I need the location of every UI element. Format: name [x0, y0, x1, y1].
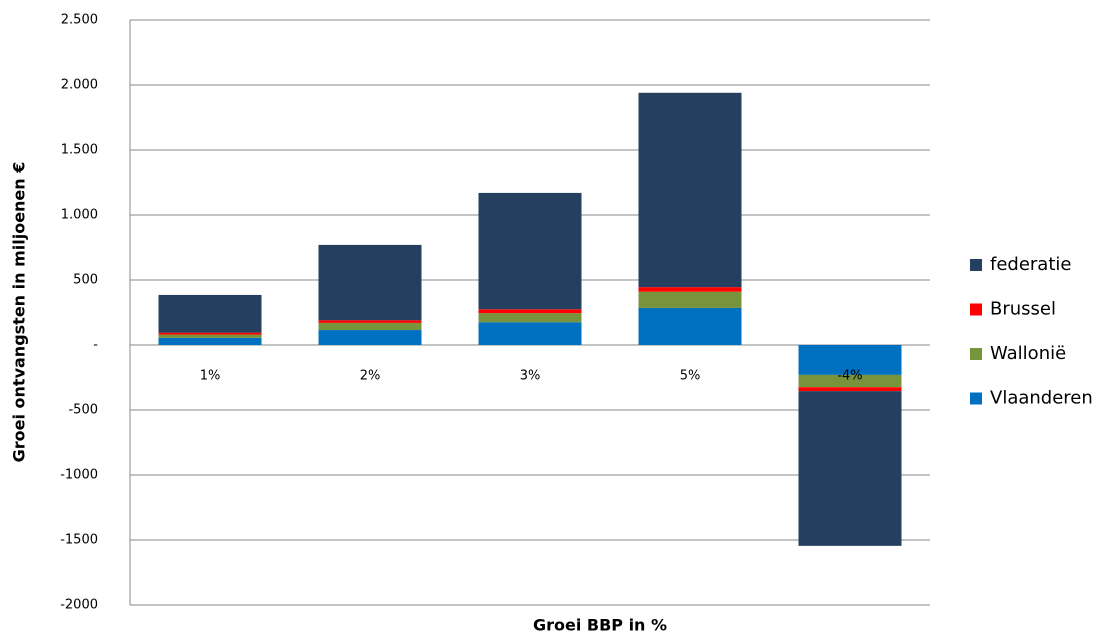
- x-axis-title: Groei BBP in %: [533, 616, 667, 635]
- bar-segment: [158, 332, 262, 335]
- y-tick-label: 2.000: [61, 78, 98, 93]
- bar-segment: [478, 192, 582, 310]
- y-tick-label: 1.000: [61, 208, 98, 223]
- legend-label: Wallonië: [990, 343, 1066, 364]
- y-tick-label: -2000: [60, 598, 98, 613]
- bar-segment: [638, 291, 742, 308]
- bar-segment: [478, 309, 582, 314]
- x-tick-label: -4%: [837, 369, 862, 384]
- x-tick-label: 2%: [360, 369, 381, 384]
- y-tick-label: -1000: [60, 468, 98, 483]
- bar-segment: [798, 345, 902, 375]
- legend-swatch: [970, 303, 982, 316]
- legend-label: Vlaanderen: [990, 388, 1093, 409]
- legend-swatch: [970, 348, 982, 360]
- bar-segment: [318, 244, 422, 321]
- legend-label: Brussel: [990, 299, 1056, 320]
- y-tick-label: -1500: [60, 533, 98, 548]
- bar-segment: [478, 322, 582, 345]
- bar-segment: [318, 330, 422, 345]
- legend-swatch: [970, 259, 982, 271]
- bar-segment: [798, 391, 902, 546]
- y-tick-label: -500: [68, 403, 98, 418]
- bar-segment: [798, 374, 902, 388]
- x-tick-label: 1%: [200, 369, 221, 384]
- legend-swatch: [970, 392, 982, 405]
- y-tick-label: 500: [73, 273, 98, 288]
- x-tick-label: 5%: [680, 369, 701, 384]
- bar-segment: [158, 337, 262, 345]
- bar-segment: [638, 307, 742, 345]
- y-tick-label: 2.500: [61, 13, 98, 28]
- bar-segment: [318, 320, 422, 323]
- bar-segment: [318, 322, 422, 331]
- y-tick-label: -: [93, 338, 98, 353]
- bar-segment: [158, 334, 262, 338]
- x-tick-label: 3%: [520, 369, 541, 384]
- y-tick-label: 1.500: [61, 143, 98, 158]
- bar-segment: [478, 313, 582, 323]
- y-axis-title: Groei ontvangsten in miljoenen €: [10, 162, 29, 463]
- bar-segment: [158, 294, 262, 333]
- bar-segment: [798, 387, 902, 392]
- legend-label: federatie: [990, 254, 1071, 275]
- bar-segment: [638, 287, 742, 292]
- bar-segment: [638, 92, 742, 288]
